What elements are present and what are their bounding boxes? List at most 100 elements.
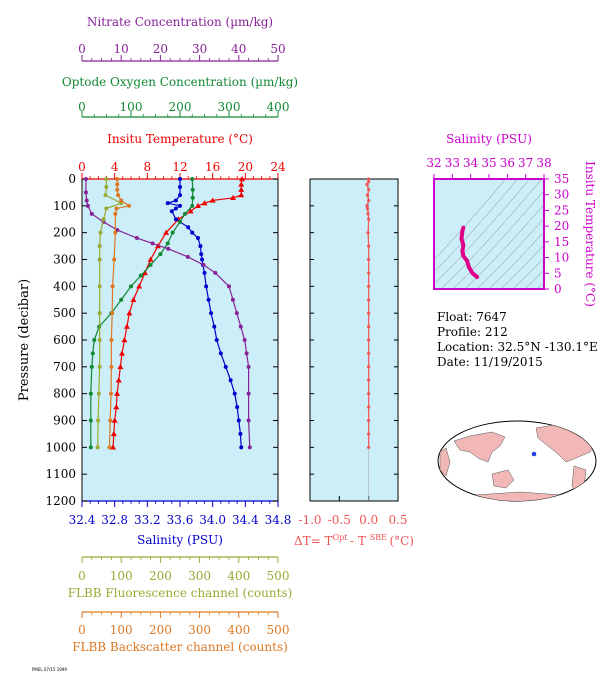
dt-data-point xyxy=(365,182,369,186)
data-point xyxy=(182,211,187,216)
temp-tick-label: 16 xyxy=(205,160,220,174)
ts-xtick-label: 37 xyxy=(518,156,533,170)
dt-data-point xyxy=(367,284,371,288)
nit-axis-label: Nitrate Concentration (µm/kg) xyxy=(87,15,273,29)
data-point xyxy=(116,193,121,198)
oxy-tick-label: 400 xyxy=(267,100,290,114)
data-point xyxy=(198,244,203,249)
pressure-tick-label: 400 xyxy=(53,279,76,293)
data-point xyxy=(109,338,114,342)
pressure-tick-label: 200 xyxy=(53,226,76,240)
dt-tick-label: 0.0 xyxy=(359,513,378,527)
data-point xyxy=(209,311,214,316)
data-point xyxy=(119,297,124,302)
data-point xyxy=(88,391,93,396)
data-point xyxy=(246,418,251,423)
data-point xyxy=(213,270,218,275)
data-point xyxy=(115,377,122,383)
density-contour xyxy=(440,179,542,289)
bb-tick-label: 500 xyxy=(267,623,290,637)
data-point xyxy=(110,430,117,437)
data-point xyxy=(173,206,178,211)
data-point xyxy=(178,219,182,224)
bb-tick-label: 0 xyxy=(78,623,86,637)
sal-tick-label: 34.8 xyxy=(265,513,292,527)
density-contour xyxy=(500,244,544,289)
pressure-tick-label: 100 xyxy=(53,199,76,213)
data-point xyxy=(218,351,223,356)
dt-data-point xyxy=(367,392,371,396)
data-point xyxy=(178,203,182,208)
continent-south-america xyxy=(571,465,587,495)
dt-data-point xyxy=(367,198,371,203)
dt-data-point xyxy=(365,193,370,197)
fl-tick-label: 300 xyxy=(188,569,211,583)
data-point xyxy=(201,262,206,267)
pressure-tick-label: 1100 xyxy=(45,467,76,481)
data-point xyxy=(147,256,154,262)
footer-code: PMEL 07/15 1999 xyxy=(32,667,67,672)
data-point xyxy=(121,337,128,343)
pressure-tick-label: 600 xyxy=(53,333,76,347)
data-point xyxy=(246,391,251,396)
ts-xtick-label: 32 xyxy=(426,156,441,170)
profile-date: Date: 11/19/2015 xyxy=(437,355,543,369)
sal-tick-label: 33.2 xyxy=(134,513,161,527)
dt-data-point xyxy=(367,445,371,449)
temp-tick-label: 0 xyxy=(78,160,86,174)
bb-tick-label: 200 xyxy=(149,623,172,637)
data-point xyxy=(119,198,124,203)
dt-data-point xyxy=(367,298,371,302)
data-point xyxy=(84,198,89,203)
data-point xyxy=(239,176,246,182)
data-point xyxy=(209,197,216,203)
bb-tick-label: 300 xyxy=(188,623,211,637)
dt-axis-label-part: SBE xyxy=(370,533,390,542)
dt-data-point xyxy=(367,217,371,221)
dt-data-point xyxy=(365,206,370,211)
data-point xyxy=(129,284,133,289)
data-point xyxy=(136,283,143,289)
ts-ytick-label: 20 xyxy=(554,219,569,233)
data-point xyxy=(185,254,190,259)
data-point xyxy=(98,230,103,235)
data-point xyxy=(109,364,114,369)
data-point xyxy=(127,203,132,208)
world-map-inset xyxy=(437,420,597,502)
data-point xyxy=(169,209,174,214)
data-point xyxy=(112,257,117,262)
data-point xyxy=(165,241,170,246)
oxy-axis-label: Optode Oxygen Concentration (µm/kg) xyxy=(62,75,298,89)
data-point xyxy=(103,193,108,198)
pressure-tick-label: 1200 xyxy=(45,494,76,508)
data-point xyxy=(212,324,217,329)
data-point xyxy=(199,252,204,257)
data-point xyxy=(114,206,119,211)
data-point xyxy=(95,445,100,450)
density-contour xyxy=(512,257,544,289)
data-point xyxy=(190,177,195,181)
data-point xyxy=(119,350,126,356)
density-contours xyxy=(434,179,544,289)
data-point xyxy=(236,418,241,423)
bb-axis: 0 100 200 300 400 500 FLBB Backscatter channel… xyxy=(72,611,290,654)
continent-africa-edge xyxy=(439,447,451,477)
data-point xyxy=(90,351,95,356)
dt-data-point xyxy=(367,338,371,342)
data-point xyxy=(85,203,90,208)
data-point xyxy=(201,200,208,206)
dt-axis-label: ΔT= TOpt - T SBE (°C) xyxy=(294,533,414,548)
dt-axis-label-part: - T xyxy=(350,534,370,548)
dt-data-point xyxy=(367,271,371,275)
density-contour xyxy=(536,281,544,289)
ts-xtick-label: 38 xyxy=(536,156,551,170)
nitrate-series xyxy=(83,177,252,450)
data-point xyxy=(165,201,170,206)
data-point xyxy=(214,338,219,342)
data-point xyxy=(130,296,137,302)
data-point xyxy=(141,269,148,276)
data-point xyxy=(227,284,231,289)
sal-axis-label: Salinity (PSU) xyxy=(137,533,223,547)
data-point xyxy=(190,230,195,235)
